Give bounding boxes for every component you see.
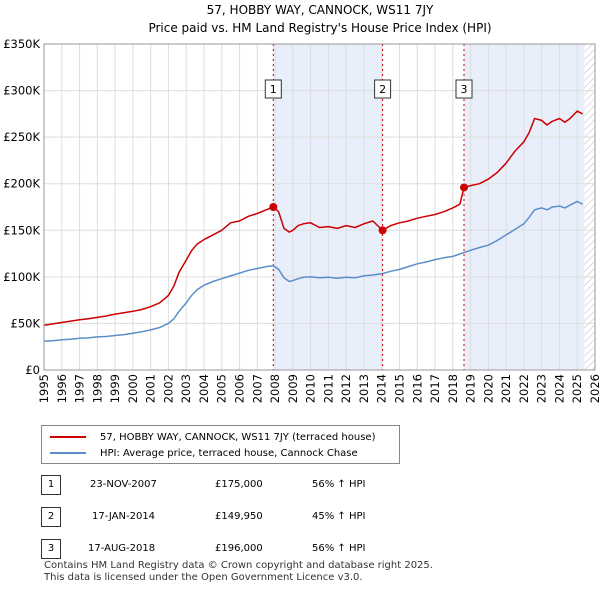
- x-tick-label: 2006: [233, 374, 247, 403]
- x-tick-label: 2005: [215, 374, 229, 403]
- x-tick-label: 1998: [90, 374, 104, 403]
- footer-copyright: Contains HM Land Registry data © Crown c…: [44, 560, 433, 571]
- hpi-series-line: [43, 200, 583, 342]
- x-tick-label: 2004: [197, 374, 211, 403]
- y-tick-label: £50K: [11, 316, 41, 330]
- transaction-hpi: 45% ↑ HPI: [312, 511, 366, 522]
- legend-swatch-hpi: [50, 452, 86, 454]
- chart-subtitle: Price paid vs. HM Land Registry's House …: [148, 21, 491, 35]
- x-tick-label: 2014: [375, 374, 389, 403]
- transaction-number: 3: [41, 539, 61, 559]
- x-tick-label: 2008: [268, 374, 282, 403]
- transaction-row: 3 17-AUG-2018 £196,000 56% ↑ HPI: [0, 537, 600, 561]
- transaction-hpi: 56% ↑ HPI: [312, 543, 366, 554]
- transaction-row: 1 23-NOV-2007 £175,000 56% ↑ HPI: [0, 473, 600, 497]
- y-tick-label: £150K: [3, 223, 40, 237]
- x-tick-label: 1996: [55, 374, 69, 403]
- sale-point: [460, 183, 469, 192]
- x-tick-label: 2010: [304, 374, 318, 403]
- sale-label-number: 2: [379, 83, 386, 96]
- transaction-date: 23-NOV-2007: [90, 479, 157, 490]
- transaction-price: £149,950: [215, 511, 263, 522]
- y-tick-label: £200K: [3, 177, 40, 191]
- transaction-hpi: 56% ↑ HPI: [312, 479, 366, 490]
- x-tick-label: 2015: [392, 374, 406, 403]
- x-tick-label: 2022: [517, 374, 531, 403]
- legend-label-hpi: HPI: Average price, terraced house, Cann…: [100, 447, 358, 459]
- x-tick-label: 2000: [126, 374, 140, 403]
- legend-item-hpi: HPI: Average price, terraced house, Cann…: [50, 445, 358, 461]
- y-tick-label: £250K: [3, 130, 40, 144]
- x-tick-label: 2026: [588, 374, 600, 403]
- legend-item-price: 57, HOBBY WAY, CANNOCK, WS11 7JY (terrac…: [50, 429, 375, 445]
- transaction-date: 17-JAN-2014: [92, 511, 156, 522]
- x-tick-label: 2025: [570, 374, 584, 403]
- y-tick-label: £300K: [3, 84, 40, 98]
- x-tick-label: 2007: [250, 374, 264, 403]
- price-series-line: [43, 110, 583, 327]
- plot-frame: [43, 43, 596, 371]
- x-tick-label: 2019: [464, 374, 478, 403]
- x-tick-label: 2012: [339, 374, 353, 403]
- x-tick-label: 2020: [481, 374, 495, 403]
- sale-point: [269, 203, 278, 211]
- price-chart: 57, HOBBY WAY, CANNOCK, WS11 7JY Price p…: [3, 3, 600, 403]
- sale-label-box: [374, 79, 392, 99]
- x-tick-label: 2021: [499, 374, 513, 403]
- footer-licence: This data is licensed under the Open Gov…: [44, 572, 363, 583]
- x-tick-label: 2002: [161, 374, 175, 403]
- transaction-number: 1: [41, 475, 61, 495]
- transaction-price: £175,000: [215, 479, 263, 490]
- plot-area: 1 2 3 £0 £50K £100K £150K £200K £250K £300K £350K 1…: [3, 37, 600, 403]
- sale-label-number: 1: [270, 83, 277, 96]
- x-tick-label: 2003: [179, 374, 193, 403]
- x-tick-label: 2016: [410, 374, 424, 403]
- sale-point: [378, 226, 387, 235]
- x-tick-label: 2017: [428, 374, 442, 403]
- legend-label-price: 57, HOBBY WAY, CANNOCK, WS11 7JY (terrac…: [100, 431, 376, 443]
- x-tick-label: 1999: [108, 374, 122, 403]
- x-tick-label: 2011: [321, 374, 335, 403]
- chart-title: 57, HOBBY WAY, CANNOCK, WS11 7JY: [207, 3, 434, 17]
- y-tick-label: £350K: [3, 37, 40, 51]
- x-tick-label: 2023: [535, 374, 549, 403]
- legend-swatch-price: [50, 436, 86, 438]
- forecast-hatch: [584, 44, 595, 370]
- x-tick-label: 2009: [286, 374, 300, 403]
- x-tick-label: 2024: [552, 374, 566, 403]
- x-tick-label: 2001: [144, 374, 158, 403]
- x-tick-label: 2013: [357, 374, 371, 403]
- x-tick-label: 1995: [37, 374, 51, 403]
- x-tick-label: 2018: [446, 374, 460, 403]
- transaction-price: £196,000: [215, 543, 263, 554]
- sale-label-box: [455, 79, 473, 99]
- sale-label-number: 3: [461, 83, 468, 96]
- transaction-date: 17-AUG-2018: [88, 543, 156, 554]
- transaction-number: 2: [41, 507, 61, 527]
- x-tick-label: 1997: [73, 374, 87, 403]
- y-tick-label: £0: [25, 363, 40, 377]
- sale-label-box: [264, 79, 282, 99]
- transaction-row: 2 17-JAN-2014 £149,950 45% ↑ HPI: [0, 505, 600, 529]
- y-tick-label: £100K: [3, 270, 40, 284]
- footer: Contains HM Land Registry data © Crown c…: [44, 560, 433, 584]
- legend: 57, HOBBY WAY, CANNOCK, WS11 7JY (terrac…: [41, 425, 400, 464]
